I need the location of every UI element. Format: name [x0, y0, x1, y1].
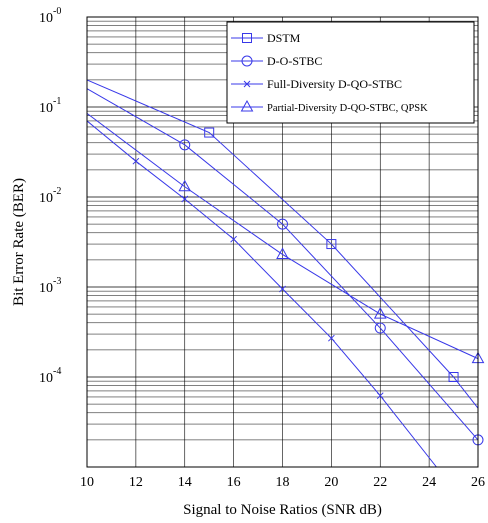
data-point-circle	[277, 218, 288, 230]
data-point-circle	[374, 322, 386, 334]
y-tick-exponent: -0	[53, 6, 61, 17]
data-point-x	[279, 285, 286, 293]
x-tick-label: 26	[471, 475, 485, 490]
data-point-triangle	[276, 247, 289, 259]
series-line-x	[86, 120, 437, 468]
y-tick-base: 10	[39, 371, 53, 386]
y-tick-label: 10-4	[39, 366, 61, 386]
y-tick-base: 10	[39, 11, 53, 26]
series-line-circle	[86, 88, 479, 441]
data-point-square	[326, 239, 337, 250]
series-square	[86, 79, 479, 409]
legend-label: Partial-Diversity D-QO-STBC, QPSK	[267, 103, 428, 114]
y-tick-label: 10-0	[39, 6, 61, 26]
legend-label: DSTM	[267, 31, 301, 45]
x-tick-label: 16	[227, 475, 241, 490]
y-axis-title: Bit Error Rate (BER)	[11, 178, 27, 306]
legend-marker-circle	[241, 55, 253, 67]
x-tick-label: 18	[276, 475, 290, 490]
y-tick-label: 10-2	[39, 186, 61, 206]
x-tick-label: 10	[80, 475, 94, 490]
data-point-x	[181, 195, 189, 203]
y-tick-label: 10-3	[39, 276, 61, 296]
y-tick-base: 10	[39, 281, 53, 296]
legend-marker-x	[243, 80, 251, 88]
y-tick-exponent: -2	[53, 186, 61, 197]
data-point-x	[376, 392, 384, 400]
y-tick-base: 10	[39, 101, 53, 116]
x-axis-title: Signal to Noise Ratios (SNR dB)	[183, 502, 382, 518]
plot-frame	[86, 16, 479, 468]
x-tick-label: 12	[129, 475, 143, 490]
series-triangle	[86, 112, 485, 364]
data-point-triangle	[178, 179, 192, 192]
legend-label: Full-Diversity D-QO-STBC	[267, 77, 402, 91]
legend-box	[226, 21, 475, 124]
y-tick-label: 10-1	[39, 96, 61, 116]
x-tick-label: 20	[324, 475, 338, 490]
data-point-square	[204, 127, 215, 138]
series-x	[86, 120, 437, 468]
x-tick-label: 24	[422, 475, 436, 490]
y-tick-base: 10	[39, 191, 53, 206]
x-tick-label: 14	[178, 475, 192, 490]
data-point-x	[132, 157, 140, 165]
data-point-square	[448, 372, 459, 382]
legend-label: D-O-STBC	[267, 54, 322, 68]
series-line-triangle	[86, 112, 479, 360]
data-point-x	[230, 235, 237, 243]
y-tick-exponent: -1	[53, 96, 61, 107]
legend: DSTM D-O-STBC Full-Diversity D-QO-STBC Part…	[226, 21, 475, 124]
data-point-x	[328, 334, 335, 342]
legend-marker-triangle	[240, 99, 254, 112]
y-tick-exponent: -4	[53, 366, 61, 377]
x-tick-label: 22	[373, 475, 387, 490]
legend-marker-square	[242, 33, 252, 43]
data-point-triangle	[373, 307, 387, 319]
data-point-circle	[179, 139, 191, 151]
series-line-square	[86, 79, 479, 409]
series-layer	[86, 79, 485, 468]
y-tick-exponent: -3	[53, 276, 61, 287]
